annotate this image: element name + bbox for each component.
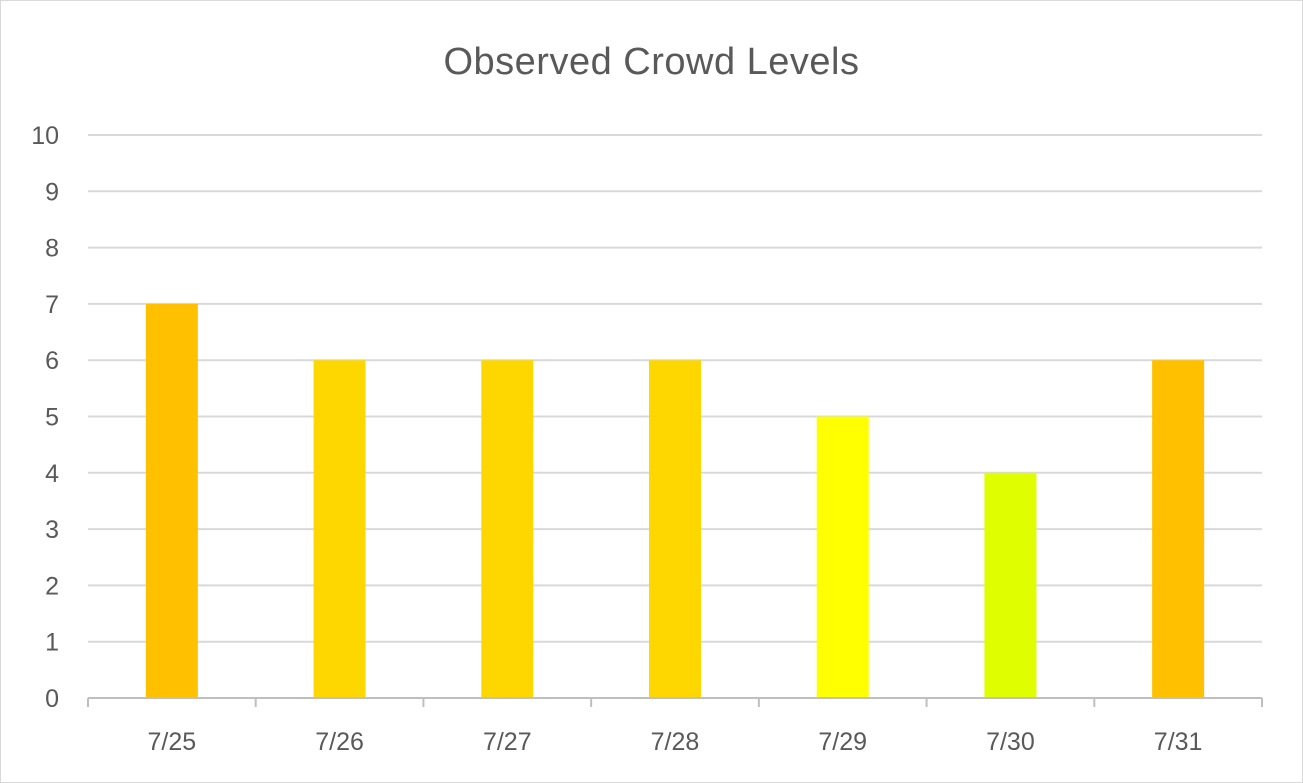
x-tick-label: 7/25	[148, 728, 197, 756]
bar-7-25	[145, 303, 198, 698]
y-tick-label: 10	[31, 122, 59, 150]
x-tick-label: 7/27	[483, 728, 532, 756]
bar-7-30	[984, 472, 1037, 698]
y-tick-label: 4	[45, 460, 59, 488]
y-tick-label: 8	[45, 235, 59, 263]
x-tick-label: 7/26	[315, 728, 364, 756]
y-tick-label: 1	[45, 629, 59, 657]
x-tick-label: 7/28	[651, 728, 700, 756]
y-tick-label: 9	[45, 178, 59, 206]
bar-7-31	[1152, 360, 1205, 698]
bar-7-27	[481, 360, 534, 698]
y-tick-label: 7	[45, 291, 59, 319]
x-tick-label: 7/31	[1154, 728, 1203, 756]
y-tick-label: 5	[45, 404, 59, 432]
y-tick-label: 3	[45, 516, 59, 544]
chart-title: Observed Crowd Levels	[443, 41, 860, 83]
y-tick-label: 6	[45, 347, 59, 375]
x-tick-label: 7/30	[986, 728, 1035, 756]
x-tick-label: 7/29	[818, 728, 867, 756]
y-tick-label: 2	[45, 572, 59, 600]
bar-7-28	[649, 360, 701, 698]
bar-7-26	[313, 360, 366, 698]
y-tick-label: 0	[45, 685, 59, 713]
bar-7-29	[816, 416, 869, 698]
